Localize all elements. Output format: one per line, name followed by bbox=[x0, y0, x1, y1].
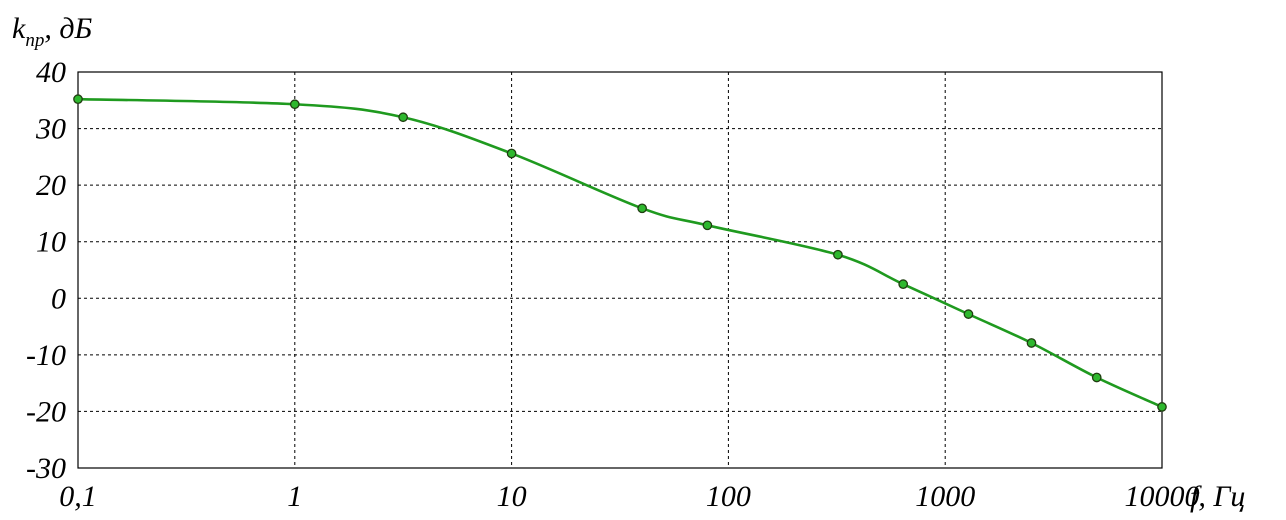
data-point bbox=[702, 220, 713, 231]
y-tick-label: -30 bbox=[26, 452, 66, 485]
data-point bbox=[833, 249, 843, 260]
x-tick-labels: 0,1 1 10 100 1000 10000 bbox=[59, 480, 1199, 513]
y-tick-labels: 40 30 20 10 0 -10 -20 -30 bbox=[26, 56, 66, 485]
data-point bbox=[1091, 372, 1102, 383]
data-point bbox=[398, 112, 408, 123]
series-line bbox=[76, 97, 1164, 409]
data-point bbox=[1026, 338, 1037, 348]
y-axis-label-main: k bbox=[12, 12, 26, 45]
data-point bbox=[73, 94, 83, 105]
y-axis-label: kпр, дБ bbox=[12, 12, 93, 51]
data-point bbox=[637, 203, 647, 214]
y-tick-label: 20 bbox=[36, 169, 66, 202]
grid bbox=[78, 72, 1162, 468]
y-tick-label: -10 bbox=[26, 339, 66, 372]
data-point bbox=[963, 309, 974, 319]
y-axis-label-unit: , дБ bbox=[44, 12, 92, 45]
data-point bbox=[1157, 402, 1167, 412]
x-tick-label: 1000 bbox=[915, 480, 975, 513]
series-layer bbox=[73, 94, 1167, 412]
x-tick-label: 0,1 bbox=[59, 480, 97, 513]
y-tick-label: 40 bbox=[36, 56, 66, 89]
data-point bbox=[506, 148, 517, 159]
plot-frame bbox=[77, 71, 1163, 469]
x-tick-label: 10 bbox=[497, 480, 527, 513]
y-axis-label-subscript: пр bbox=[25, 30, 44, 51]
x-tick-label: 1 bbox=[287, 480, 302, 513]
x-tick-label: 10000 bbox=[1125, 480, 1200, 513]
data-point bbox=[898, 279, 909, 289]
y-tick-label: -20 bbox=[26, 395, 66, 428]
y-tick-label: 10 bbox=[36, 226, 66, 259]
data-point bbox=[289, 99, 300, 110]
y-tick-label: 30 bbox=[35, 113, 66, 146]
x-axis-label: f, Гц bbox=[1190, 480, 1245, 513]
x-tick-label: 100 bbox=[706, 480, 751, 513]
y-tick-label: 0 bbox=[51, 282, 66, 315]
